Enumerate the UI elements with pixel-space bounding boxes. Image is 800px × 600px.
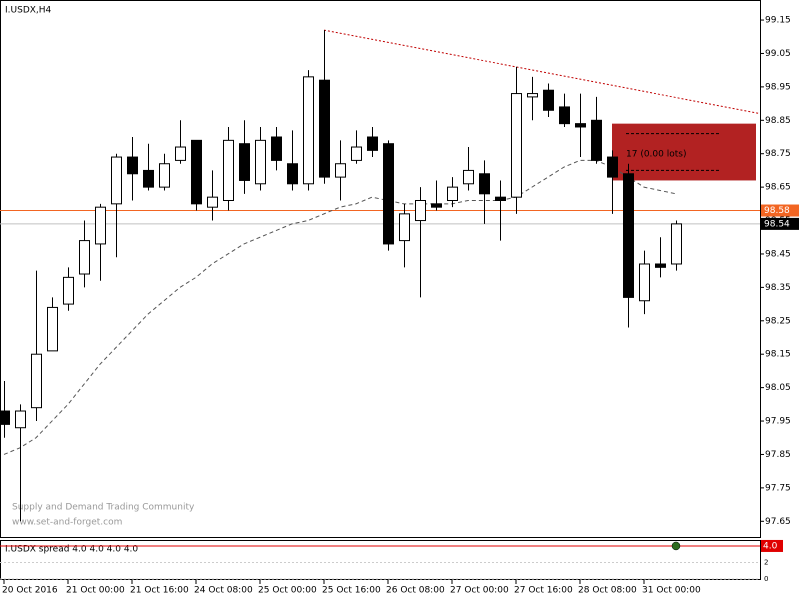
x-tick-label: 28 Oct 08:00 bbox=[578, 586, 637, 596]
chart-title: I.USDX,H4 bbox=[5, 6, 52, 16]
x-tick-label: 27 Oct 16:00 bbox=[514, 586, 573, 596]
candle-body bbox=[463, 169, 474, 185]
level-label-bg bbox=[761, 539, 783, 552]
candle-body bbox=[607, 156, 618, 178]
candle-body bbox=[271, 136, 282, 161]
price-label: 98.54 bbox=[764, 219, 790, 229]
candle-body bbox=[47, 306, 58, 352]
candle-body bbox=[591, 119, 602, 161]
candle-body bbox=[335, 163, 346, 178]
spread-marker bbox=[671, 541, 681, 551]
candle-body bbox=[63, 276, 74, 305]
x-tick-label: 20 Oct 2016 bbox=[2, 586, 58, 596]
zone bbox=[612, 123, 756, 181]
candle-body bbox=[175, 146, 186, 161]
price-label: 98.58 bbox=[764, 206, 790, 216]
y-tick-label: 98.65 bbox=[765, 183, 791, 193]
level-label: 4.0 bbox=[763, 541, 778, 551]
candle-body bbox=[207, 196, 218, 208]
x-tick-label: 25 Oct 00:00 bbox=[258, 586, 317, 596]
candle-body bbox=[399, 213, 410, 242]
sub-title: I.USDX spread 4.0 4.0 4.0 4.0 bbox=[5, 545, 138, 555]
y-tick-label: 98.95 bbox=[765, 82, 791, 92]
candle-body bbox=[287, 163, 298, 185]
candle-body bbox=[415, 199, 426, 222]
candle-body bbox=[543, 89, 554, 111]
x-tick-label: 31 Oct 00:00 bbox=[642, 586, 701, 596]
x-tick-label: 26 Oct 08:00 bbox=[386, 586, 445, 596]
trendline bbox=[323, 29, 761, 115]
y-tick-label: 99.05 bbox=[765, 49, 791, 59]
candle-body bbox=[223, 139, 234, 201]
x-tick-label: 25 Oct 16:00 bbox=[322, 586, 381, 596]
candle-body bbox=[431, 203, 442, 208]
y-tick-label: 0 bbox=[764, 575, 768, 583]
y-tick-label: 98.45 bbox=[765, 249, 791, 259]
candle-body bbox=[383, 143, 394, 245]
x-tick-label: 21 Oct 00:00 bbox=[66, 586, 125, 596]
y-tick-label: 97.95 bbox=[765, 417, 791, 427]
candle-body bbox=[111, 156, 122, 205]
y-tick-label: 98.35 bbox=[765, 283, 791, 293]
candle-body bbox=[303, 76, 314, 185]
candle-body bbox=[127, 156, 138, 175]
candle-body bbox=[575, 123, 586, 128]
candle-body bbox=[527, 93, 538, 98]
candle-body bbox=[255, 139, 266, 185]
watermark: www.set-and-forget.com bbox=[12, 518, 122, 528]
x-tick-label: 21 Oct 16:00 bbox=[130, 586, 189, 596]
x-tick-label: 27 Oct 00:00 bbox=[450, 586, 509, 596]
moving-average bbox=[3, 159, 677, 455]
y-tick-label: 98.85 bbox=[765, 116, 791, 126]
candle-body bbox=[319, 79, 330, 178]
watermark: Supply and Demand Trading Community bbox=[12, 503, 195, 513]
x-tick-label: 24 Oct 08:00 bbox=[194, 586, 253, 596]
candle-body bbox=[15, 410, 26, 429]
candle-body bbox=[511, 93, 522, 198]
candle-body bbox=[95, 206, 106, 245]
candle-body bbox=[623, 173, 634, 298]
zone-label: 17 (0.00 lots) bbox=[626, 150, 686, 160]
candle-body bbox=[479, 173, 490, 195]
candle-body bbox=[79, 240, 90, 275]
candle-body bbox=[0, 410, 10, 425]
candle-body bbox=[159, 163, 170, 188]
candle-body bbox=[447, 186, 458, 201]
candle-body bbox=[31, 353, 42, 409]
y-tick-label: 98.25 bbox=[765, 316, 791, 326]
candle-body bbox=[559, 106, 570, 125]
y-tick-label: 2 bbox=[764, 558, 768, 566]
y-tick-label: 97.75 bbox=[765, 483, 791, 493]
candle-body bbox=[351, 146, 362, 161]
candle-body bbox=[191, 139, 202, 205]
y-tick-label: 98.15 bbox=[765, 350, 791, 360]
candle-body bbox=[639, 263, 650, 302]
y-tick-label: 99.15 bbox=[765, 16, 791, 26]
price-label-bg bbox=[761, 204, 799, 217]
y-tick-label: 97.85 bbox=[765, 450, 791, 460]
candle-body bbox=[239, 143, 250, 181]
candle-body bbox=[671, 223, 682, 265]
main-frame bbox=[0, 0, 761, 538]
price-label-bg bbox=[761, 217, 799, 230]
y-tick-label: 98.75 bbox=[765, 149, 791, 159]
candle-body bbox=[367, 136, 378, 151]
candle-body bbox=[655, 263, 666, 268]
candle-body bbox=[143, 169, 154, 188]
y-tick-label: 98.05 bbox=[765, 383, 791, 393]
y-tick-label: 97.65 bbox=[765, 517, 791, 527]
candle-body bbox=[495, 196, 506, 201]
